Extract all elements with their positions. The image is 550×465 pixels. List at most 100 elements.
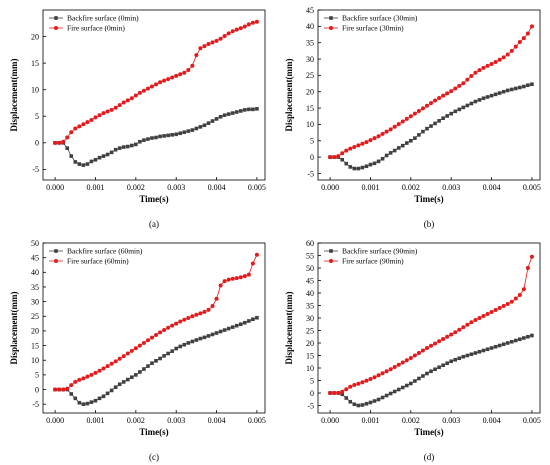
chart-panel-1: 0.000 0.001 0.002 0.003 0.004 0.005 -5 0 5 10 15 20…	[9, 9, 266, 229]
data-point	[113, 105, 118, 110]
y-tick-label: 0	[310, 389, 314, 398]
data-point	[158, 134, 162, 139]
data-point	[489, 310, 494, 314]
data-point	[242, 24, 247, 29]
data-point	[409, 138, 413, 143]
data-point	[137, 343, 142, 348]
x-tick-label: 0.003	[167, 416, 185, 425]
panel-label: (d)	[424, 452, 435, 462]
data-point	[501, 342, 506, 347]
data-point	[134, 142, 138, 147]
data-point	[384, 129, 389, 134]
data-point	[522, 84, 526, 89]
data-point	[53, 387, 58, 392]
chart-panel-2: 0.000 0.001 0.002 0.003 0.004 0.005 -5 0 5 10 15 20…	[284, 6, 541, 229]
data-point	[529, 254, 534, 259]
series-line-2	[55, 21, 258, 144]
data-point	[121, 354, 126, 359]
data-point	[202, 123, 207, 128]
data-point	[433, 98, 438, 103]
data-point	[445, 91, 450, 96]
data-point	[465, 353, 470, 358]
data-point	[202, 335, 207, 340]
data-point	[230, 29, 235, 34]
legend-label: Fire surface (0min)	[67, 24, 125, 33]
data-point	[388, 391, 393, 396]
data-point	[352, 402, 357, 407]
data-point	[230, 325, 235, 329]
data-point	[340, 389, 345, 394]
y-tick-label: -5	[307, 401, 314, 410]
data-point	[340, 157, 345, 162]
data-point	[194, 53, 199, 58]
data-point	[238, 26, 243, 31]
data-point	[121, 380, 126, 384]
data-point	[109, 107, 114, 112]
data-point	[485, 347, 490, 352]
data-point	[77, 162, 82, 166]
data-point	[493, 308, 498, 312]
data-point	[166, 325, 171, 330]
data-point	[416, 109, 421, 114]
legend-label: Fire surface (60min)	[67, 257, 129, 266]
data-point	[190, 63, 195, 68]
data-point	[65, 386, 70, 391]
data-point	[178, 344, 183, 349]
x-tick-label: 0.000	[321, 183, 339, 192]
data-point	[465, 103, 470, 108]
data-point	[218, 283, 223, 288]
x-axis-title: Time(s)	[414, 194, 443, 204]
data-point	[243, 108, 247, 112]
data-point	[194, 126, 199, 131]
legend-marker	[329, 16, 333, 20]
y-tick-label: 40	[306, 22, 314, 31]
data-point	[497, 91, 502, 95]
data-point	[501, 304, 506, 308]
data-point	[154, 333, 159, 338]
data-point	[138, 370, 142, 374]
plot-frame	[317, 9, 541, 181]
y-tick-label: 25	[306, 326, 314, 335]
data-point	[505, 302, 510, 306]
plot-frame	[42, 242, 266, 414]
data-point	[352, 166, 357, 171]
x-tick-label: 0.004	[208, 183, 226, 192]
data-point	[250, 261, 255, 266]
data-point	[396, 146, 401, 150]
data-point	[85, 401, 90, 406]
data-point	[254, 19, 259, 24]
data-point	[214, 38, 219, 43]
data-point	[489, 93, 494, 98]
x-tick-label: 0.005	[523, 183, 541, 192]
data-point	[150, 361, 154, 365]
data-point	[380, 371, 385, 376]
data-point	[226, 31, 231, 36]
data-point	[332, 391, 337, 395]
data-point	[65, 135, 70, 140]
data-point	[364, 401, 369, 406]
y-tick-label: 25	[31, 312, 39, 321]
data-point	[186, 68, 191, 73]
data-point	[461, 325, 466, 330]
data-point	[489, 346, 494, 350]
data-point	[513, 44, 518, 49]
data-point	[238, 109, 243, 113]
data-point	[246, 22, 251, 27]
data-point	[69, 383, 74, 388]
y-axis-title: Displacement(mm)	[284, 59, 294, 132]
data-point	[170, 349, 174, 353]
data-point	[81, 163, 86, 167]
data-point	[417, 133, 421, 137]
x-axis-title: Time(s)	[414, 427, 443, 437]
data-point	[117, 103, 122, 108]
data-point	[469, 74, 474, 79]
data-point	[154, 82, 159, 87]
data-point	[517, 293, 522, 297]
x-tick-label: 0.002	[402, 416, 420, 425]
x-tick-label: 0.005	[248, 416, 266, 425]
data-point	[518, 337, 522, 342]
data-point	[449, 332, 454, 337]
data-point	[174, 132, 178, 137]
data-point	[344, 387, 349, 392]
series-line-2	[330, 26, 533, 158]
